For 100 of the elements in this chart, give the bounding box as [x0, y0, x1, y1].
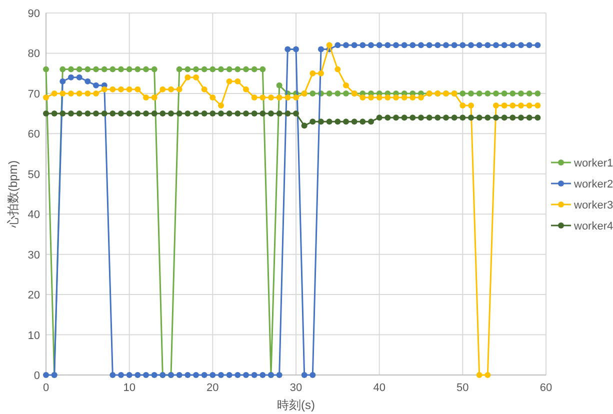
x-tick-label: 20: [206, 382, 219, 394]
point: [534, 102, 541, 109]
point: [260, 94, 266, 100]
point: [510, 102, 516, 109]
y-tick-label: 30: [28, 249, 40, 262]
point: [118, 372, 124, 378]
point: [210, 372, 216, 378]
point: [43, 94, 49, 100]
point: [493, 102, 499, 109]
point: [201, 66, 208, 72]
point: [76, 66, 82, 72]
point: [526, 90, 532, 96]
point: [76, 110, 82, 117]
point: [151, 94, 158, 100]
point: [184, 74, 191, 80]
point: [318, 118, 324, 125]
point: [184, 110, 191, 117]
point: [334, 90, 341, 96]
point: [260, 110, 266, 117]
point: [526, 42, 532, 48]
point: [276, 372, 282, 378]
legend-label: worker2: [573, 178, 613, 190]
point: [226, 110, 232, 117]
point: [401, 94, 408, 100]
point: [484, 42, 491, 48]
x-tick-label: 30: [290, 382, 302, 394]
point: [110, 372, 116, 378]
point: [526, 102, 532, 109]
point: [210, 110, 216, 117]
point: [260, 372, 266, 378]
point: [243, 66, 249, 72]
point: [318, 46, 324, 52]
point: [526, 114, 532, 121]
point: [518, 90, 524, 96]
point: [218, 102, 224, 109]
point: [476, 42, 482, 48]
point: [501, 90, 508, 96]
point: [168, 110, 174, 117]
point: [534, 42, 541, 48]
point: [393, 94, 399, 100]
x-axis-title: 時刻(s): [277, 398, 315, 412]
point: [468, 42, 474, 48]
point: [476, 114, 482, 121]
point: [60, 110, 66, 117]
point: [284, 46, 291, 52]
point: [351, 42, 358, 48]
point: [168, 86, 174, 92]
point: [251, 110, 258, 117]
point: [218, 110, 224, 117]
point: [251, 372, 258, 378]
point: [201, 372, 208, 378]
point: [226, 66, 232, 72]
point: [184, 66, 191, 72]
point: [310, 372, 316, 378]
point: [226, 372, 232, 378]
point: [418, 94, 424, 100]
point: [68, 110, 74, 117]
point: [384, 114, 391, 121]
point: [151, 66, 158, 72]
point: [501, 42, 508, 48]
point: [460, 114, 466, 121]
point: [468, 102, 474, 109]
point: [143, 66, 149, 72]
point: [410, 114, 416, 121]
point: [284, 94, 291, 100]
point: [260, 66, 266, 72]
point: [518, 42, 524, 48]
point: [334, 118, 341, 125]
point: [493, 42, 499, 48]
point: [68, 74, 74, 80]
point: [110, 110, 116, 117]
point: [476, 372, 482, 378]
point: [276, 82, 282, 88]
y-tick-label: 20: [28, 290, 40, 302]
point: [501, 114, 508, 121]
point: [360, 118, 366, 125]
point: [343, 82, 349, 88]
point: [426, 42, 432, 48]
point: [201, 86, 208, 92]
point: [226, 78, 232, 84]
point: [210, 94, 216, 100]
y-tick-label: 10: [28, 330, 40, 342]
point: [201, 110, 208, 117]
point: [343, 42, 349, 48]
point: [68, 90, 74, 96]
point: [234, 372, 241, 378]
point: [334, 66, 341, 72]
point: [93, 66, 99, 72]
point: [484, 114, 491, 121]
point: [310, 90, 316, 96]
x-tick-label: 0: [42, 382, 50, 394]
point: [60, 78, 66, 84]
point: [301, 372, 308, 378]
x-tick-label: 40: [373, 382, 386, 394]
y-axis-title: 心拍数(bpm): [6, 160, 20, 229]
point: [310, 70, 316, 76]
point: [143, 110, 149, 117]
point: [126, 372, 132, 378]
point: [418, 42, 424, 48]
point: [193, 74, 199, 80]
